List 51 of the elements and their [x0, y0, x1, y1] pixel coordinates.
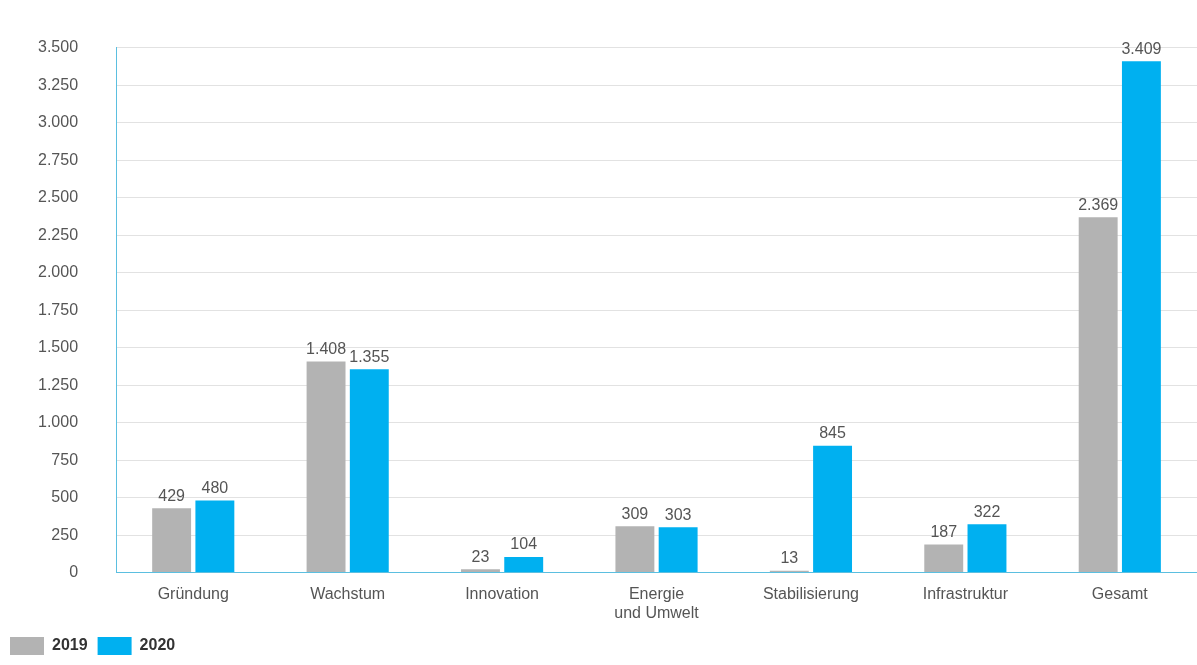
y-tick-label: 250 [51, 525, 79, 543]
y-tick-label: 1.000 [37, 413, 79, 431]
data-label: 1.408 [306, 339, 347, 357]
y-tick-label: 500 [51, 488, 79, 506]
data-label: 303 [664, 505, 692, 523]
legend-label: 2019 [52, 636, 88, 654]
data-label: 480 [201, 479, 229, 497]
x-tick-label: Stabilisierung [762, 584, 859, 602]
data-label: 13 [780, 549, 799, 567]
bar [813, 445, 853, 573]
bar [195, 500, 235, 573]
bar [658, 527, 698, 573]
bar [924, 544, 964, 573]
data-label: 429 [158, 486, 186, 504]
x-tick-label: Innovation [465, 584, 540, 602]
data-label: 3.409 [1121, 39, 1162, 57]
y-tick-label: 0 [69, 563, 79, 581]
y-tick-label: 3.500 [37, 38, 79, 56]
data-label: 322 [973, 502, 1001, 520]
y-tick-label: 1.500 [37, 338, 79, 356]
x-tick-label: Gesamt [1091, 584, 1149, 602]
data-label: 309 [621, 504, 649, 522]
bar [461, 569, 500, 573]
bar [967, 524, 1007, 573]
y-tick-label: 3.250 [37, 75, 79, 93]
legend-label: 2020 [139, 636, 176, 654]
bar [504, 557, 544, 573]
data-label: 187 [930, 522, 958, 540]
data-label: 104 [510, 535, 538, 553]
data-label: 1.355 [349, 347, 390, 365]
x-tick-label: Gründung [157, 584, 229, 602]
bar [1078, 217, 1118, 573]
bar [306, 361, 346, 573]
x-tick-label: Energie und Umwelt [614, 584, 700, 621]
y-tick-label: 2.250 [37, 225, 79, 243]
y-tick-label: 1.750 [37, 300, 79, 318]
y-tick-label: 2.750 [37, 150, 79, 168]
data-label: 2.369 [1078, 195, 1119, 213]
y-tick-label: 750 [51, 450, 79, 468]
data-label: 845 [819, 424, 847, 442]
y-tick-label: 2.000 [37, 263, 79, 281]
bar [1121, 61, 1161, 573]
x-tick-label: Infrastruktur [922, 584, 1009, 602]
y-tick-label: 1.250 [37, 375, 79, 393]
bar [615, 526, 655, 573]
x-tick-label: Wachstum [310, 584, 386, 602]
y-tick-label: 3.000 [37, 113, 79, 131]
bar [152, 508, 192, 573]
y-tick-label: 2.500 [37, 188, 79, 206]
bar [349, 369, 389, 573]
data-label: 23 [471, 547, 490, 565]
